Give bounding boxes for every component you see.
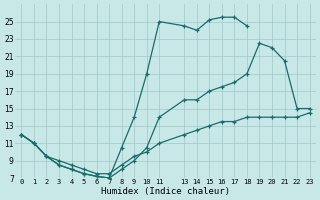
- X-axis label: Humidex (Indice chaleur): Humidex (Indice chaleur): [101, 187, 230, 196]
